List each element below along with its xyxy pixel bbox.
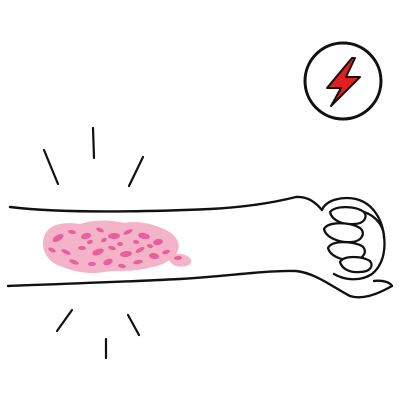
- rash-spot: [103, 258, 113, 266]
- burst-line-top: [91, 126, 96, 160]
- rash-spot: [147, 243, 153, 249]
- pain-burst-lines: [42, 126, 145, 360]
- rash-spot: [133, 239, 139, 245]
- finger-2: [322, 222, 364, 244]
- rash-spot: [52, 234, 64, 242]
- lightning-bolt-icon: [326, 57, 361, 107]
- finger-1: [328, 205, 367, 226]
- rash-spot: [87, 239, 93, 245]
- fist: [320, 196, 386, 281]
- rash-spot: [174, 255, 182, 261]
- rash-spot: [108, 245, 116, 251]
- rash-spot: [133, 259, 143, 265]
- rash-spot: [117, 241, 123, 247]
- rash-spot: [138, 232, 150, 240]
- burst-line-top-right: [127, 155, 145, 188]
- burst-line-bottom-right: [126, 313, 141, 337]
- rash-spot: [61, 249, 71, 255]
- lightning-bolt-badge: [303, 41, 383, 121]
- rash-spot: [78, 245, 86, 251]
- finger-4: [338, 255, 373, 274]
- arm-bottom-edge: [6, 269, 394, 299]
- rash-spot: [96, 227, 104, 233]
- rash-spot: [153, 238, 163, 246]
- rash-spot: [149, 252, 159, 260]
- arm-outline: [6, 195, 394, 299]
- rash-spot: [120, 250, 132, 258]
- rash-patch-tail: [169, 253, 192, 267]
- rash-spots: [48, 227, 182, 269]
- rash-spot: [69, 259, 79, 265]
- rash-spot: [68, 229, 76, 235]
- rash-spot: [108, 232, 120, 240]
- rash-spot: [135, 247, 145, 253]
- rash-spot: [92, 248, 104, 256]
- finger-3: [326, 240, 366, 262]
- burst-line-bottom-left: [55, 308, 74, 333]
- rash-spot: [123, 229, 133, 235]
- burst-line-top-left: [42, 148, 60, 186]
- arm-top-edge: [8, 195, 324, 213]
- rash-spot: [48, 247, 56, 253]
- rash-spot: [88, 261, 96, 267]
- rash-spot: [81, 232, 91, 240]
- rash-spot: [101, 237, 107, 243]
- rash-spot: [118, 263, 126, 269]
- thumb: [362, 210, 386, 240]
- rash-spot: [162, 249, 170, 255]
